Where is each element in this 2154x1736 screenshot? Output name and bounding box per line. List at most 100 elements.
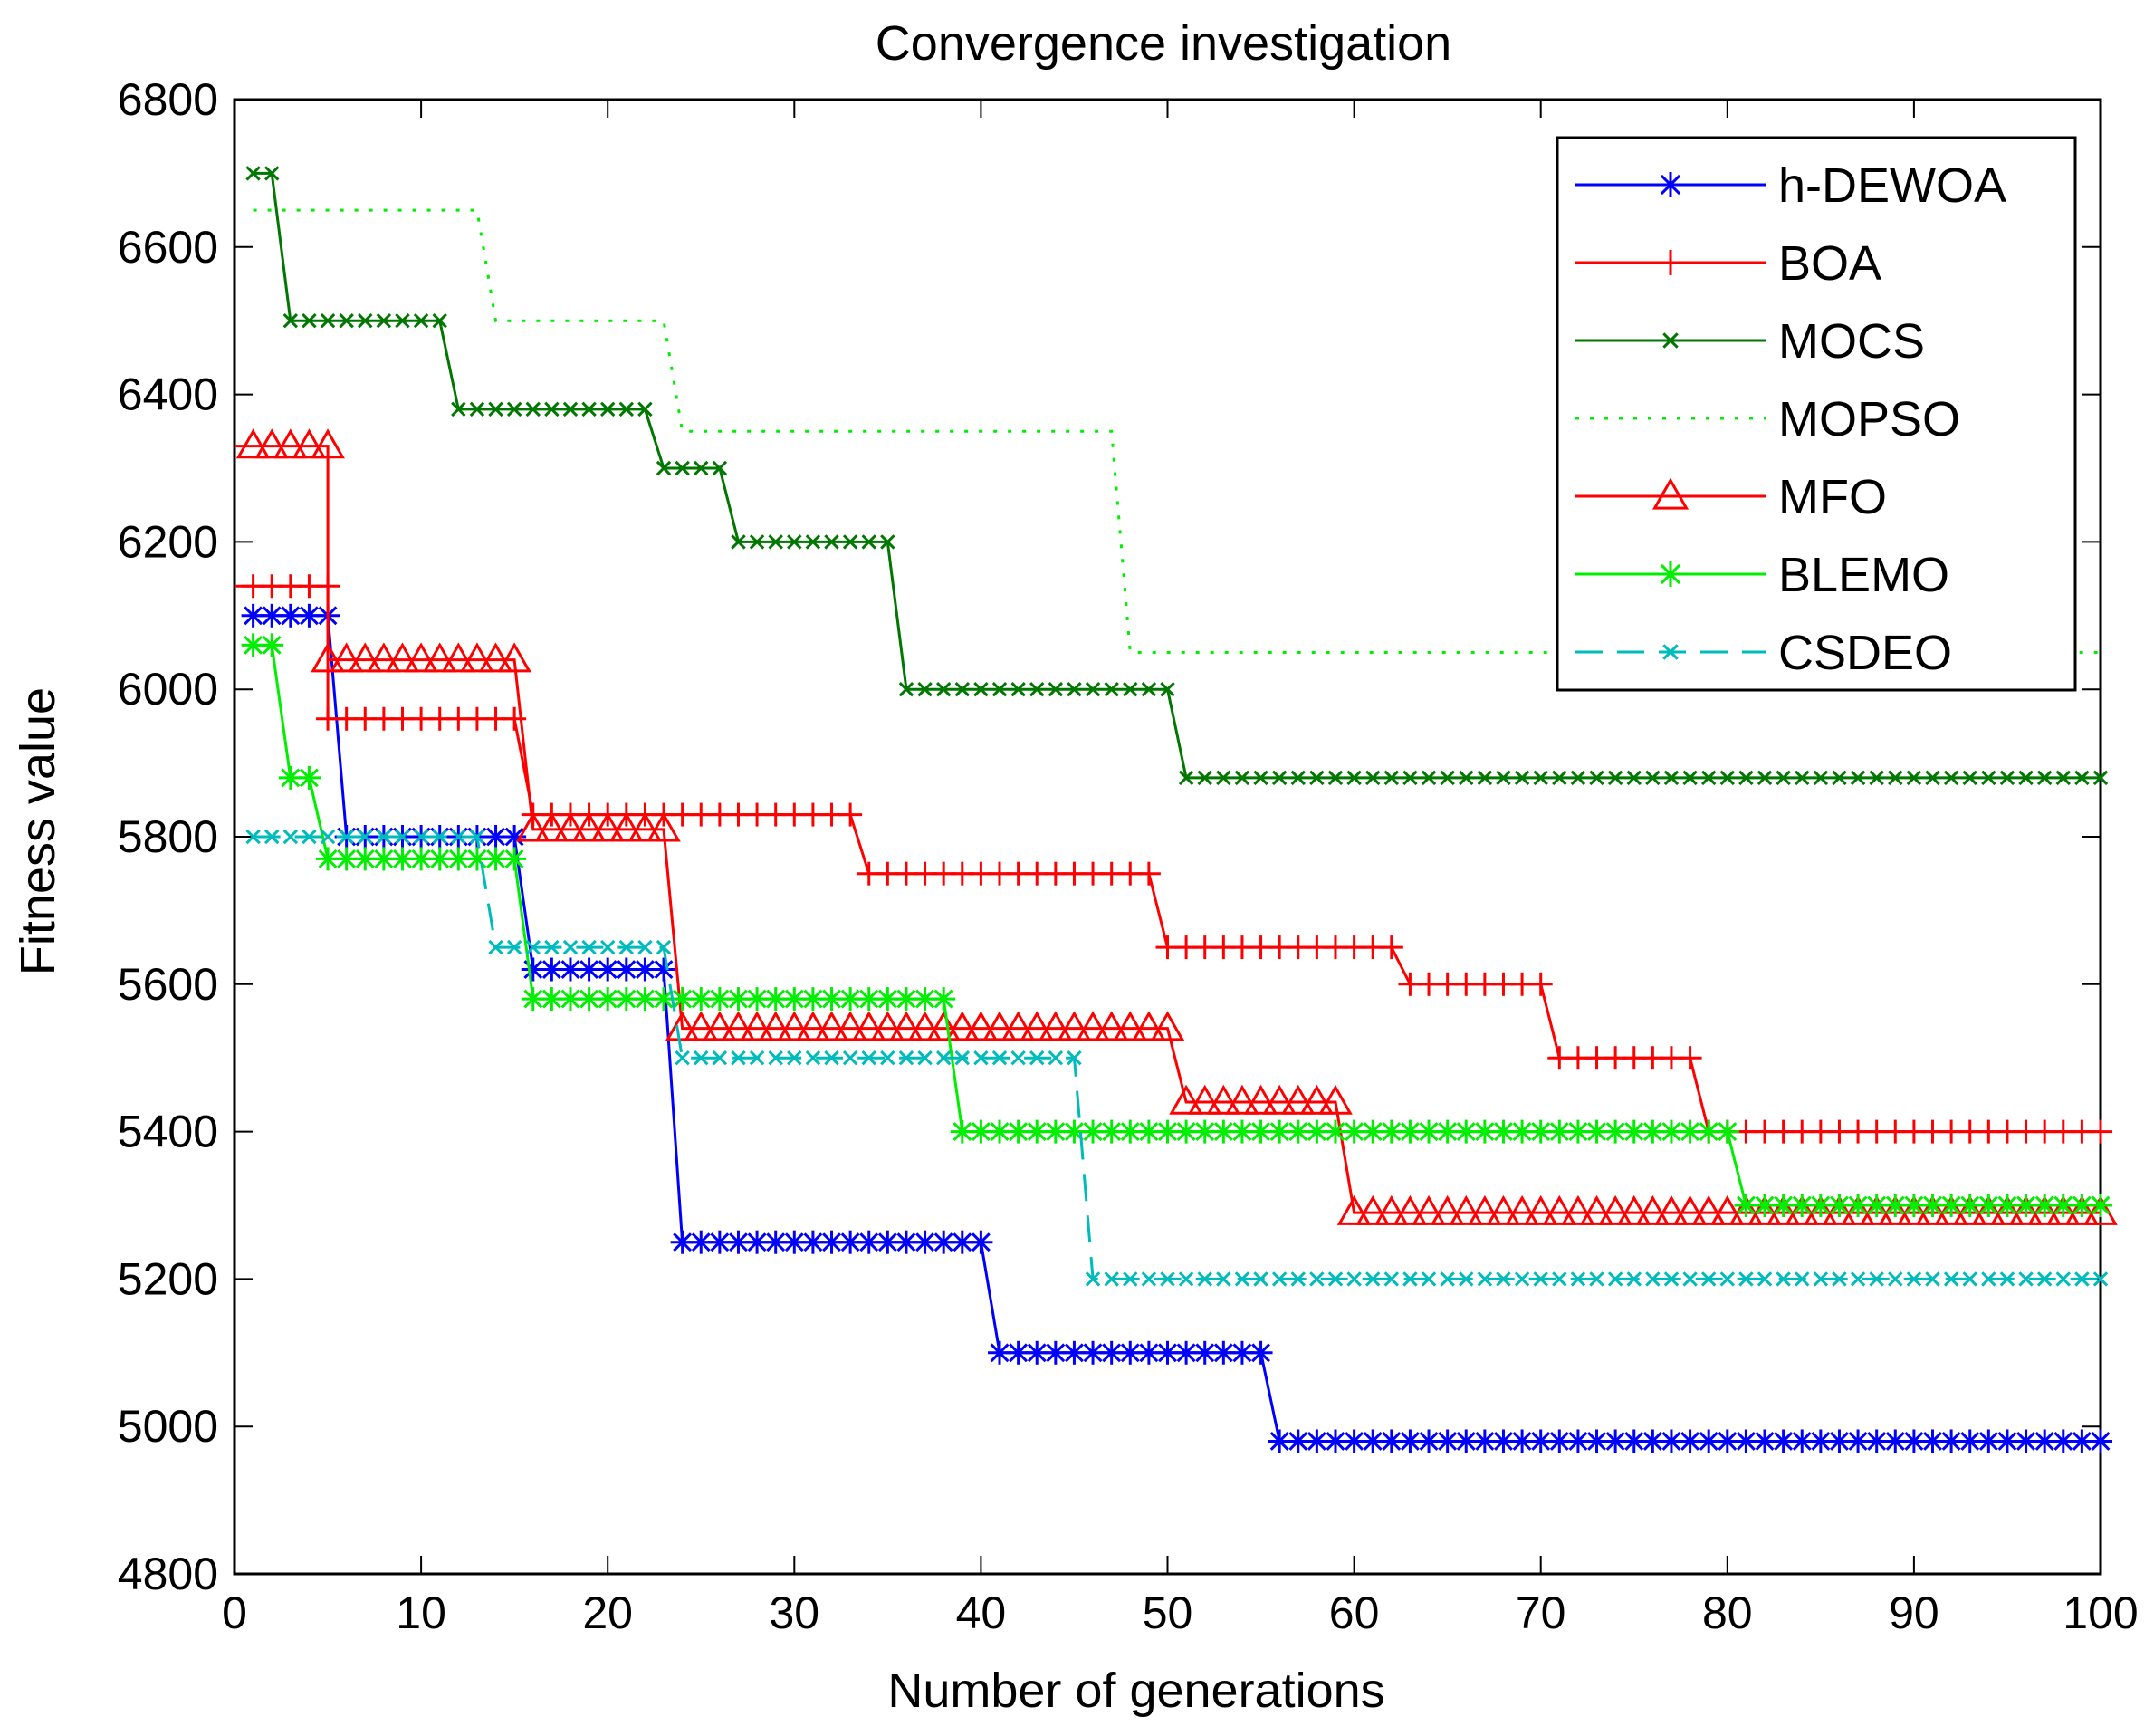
- data-point: [1435, 1429, 1460, 1453]
- legend-marker: [1658, 561, 1683, 587]
- x-tick-label: 30: [769, 1587, 819, 1638]
- data-point: [1962, 770, 1977, 786]
- data-point: [1290, 1271, 1306, 1287]
- legend-label: MOPSO: [1778, 392, 1960, 446]
- data-point: [451, 401, 466, 417]
- data-point: [1029, 1050, 1045, 1066]
- x-tick-label: 100: [2063, 1587, 2138, 1638]
- data-point: [503, 706, 527, 731]
- data-point: [1192, 1340, 1217, 1365]
- data-point: [1113, 1011, 1148, 1041]
- data-point: [1249, 1340, 1273, 1365]
- data-point: [376, 312, 392, 329]
- data-point: [506, 939, 522, 955]
- data-point: [1635, 1194, 1671, 1225]
- x-tick-label: 90: [1889, 1587, 1939, 1638]
- x-tick-label: 0: [222, 1587, 247, 1638]
- data-point: [1398, 1429, 1422, 1453]
- data-point: [1719, 770, 1736, 786]
- data-point: [2033, 1429, 2057, 1453]
- data-point: [1477, 770, 1493, 786]
- data-point: [395, 312, 410, 329]
- legend-marker: [1651, 477, 1690, 510]
- data-point: [1062, 1340, 1087, 1365]
- data-point: [1584, 1119, 1609, 1144]
- data-point: [2089, 1429, 2112, 1453]
- y-tick-label: 6400: [118, 369, 218, 420]
- data-point: [1709, 1194, 1745, 1225]
- data-point: [1962, 1271, 1977, 1287]
- data-point: [758, 1011, 793, 1041]
- data-point: [1327, 770, 1344, 786]
- data-point: [1542, 1194, 1577, 1225]
- data-point: [851, 1011, 886, 1041]
- data-point: [1327, 1271, 1344, 1287]
- data-point: [991, 1050, 1008, 1066]
- data-point: [320, 829, 336, 845]
- data-point: [1790, 1194, 1814, 1217]
- legend-label: h-DEWOA: [1778, 158, 2006, 213]
- data-point: [1039, 1011, 1073, 1041]
- data-point: [1417, 1429, 1441, 1453]
- data-point: [1132, 1011, 1166, 1041]
- data-point: [1454, 1119, 1479, 1144]
- legend-item-boa: BOA: [1575, 236, 1881, 291]
- data-point: [988, 1119, 1012, 1144]
- data-point: [599, 939, 616, 955]
- legend-marker: [1662, 644, 1679, 660]
- data-point: [1010, 681, 1026, 697]
- series-mocs: [245, 166, 2109, 786]
- data-point: [618, 939, 635, 955]
- data-point: [1776, 770, 1791, 786]
- data-point: [2089, 1119, 2112, 1144]
- y-tick-label: 5400: [118, 1107, 218, 1157]
- y-tick-label: 4800: [118, 1549, 218, 1599]
- data-point: [1430, 1194, 1465, 1225]
- data-point: [413, 829, 429, 845]
- data-point: [652, 987, 676, 1012]
- data-point: [1925, 1271, 1940, 1287]
- data-point: [329, 642, 364, 673]
- data-point: [1067, 1050, 1082, 1066]
- data-point: [282, 829, 299, 845]
- data-point: [1449, 1194, 1484, 1225]
- data-point: [824, 1050, 839, 1066]
- data-point: [1832, 770, 1847, 786]
- data-point: [432, 312, 447, 329]
- data-point: [1869, 770, 1884, 786]
- data-point: [2036, 1271, 2053, 1287]
- data-point: [740, 1011, 774, 1041]
- data-point: [1123, 681, 1138, 697]
- data-point: [1906, 1271, 1922, 1287]
- data-point: [614, 987, 638, 1012]
- data-point: [562, 401, 579, 417]
- data-point: [1364, 770, 1381, 786]
- data-point: [1197, 770, 1212, 786]
- data-point: [1641, 1119, 1665, 1144]
- data-point: [870, 1011, 905, 1041]
- data-point: [898, 681, 914, 697]
- data-point: [497, 642, 531, 673]
- data-point: [1459, 1271, 1474, 1287]
- data-point: [963, 1011, 999, 1041]
- data-point: [721, 1011, 756, 1041]
- data-point: [1598, 1194, 1632, 1225]
- data-point: [1813, 770, 1829, 786]
- data-point: [1104, 681, 1119, 697]
- data-point: [608, 811, 644, 842]
- y-axis-label: Fitness value: [11, 687, 65, 975]
- data-point: [1421, 770, 1437, 786]
- data-point: [637, 401, 653, 417]
- data-point: [991, 681, 1008, 697]
- data-point: [422, 642, 457, 673]
- data-point: [731, 534, 746, 550]
- data-point: [348, 642, 383, 673]
- data-point: [1645, 1271, 1661, 1287]
- data-point: [1048, 681, 1064, 697]
- x-axis-label: Number of generations: [887, 1664, 1384, 1718]
- data-point: [712, 460, 728, 476]
- data-point: [1715, 1119, 1739, 1144]
- data-point: [544, 401, 560, 417]
- data-point: [1299, 1084, 1335, 1115]
